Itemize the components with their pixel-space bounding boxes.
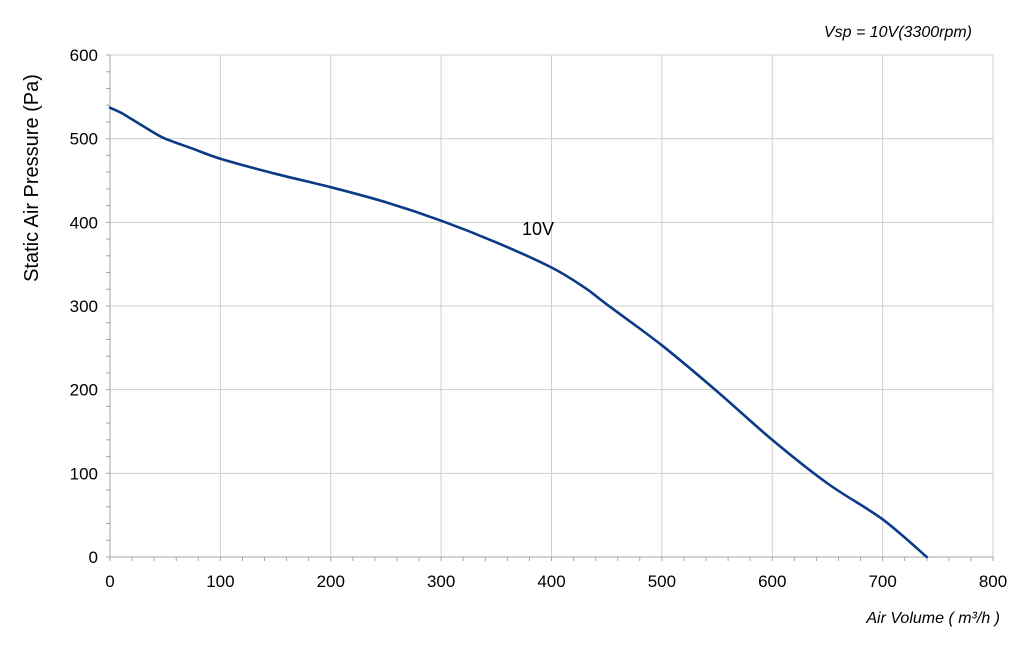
y-tick-label-1: 100 (70, 464, 98, 483)
y-tick-label-6: 600 (70, 46, 98, 65)
series-label-10v: 10V (522, 219, 554, 239)
y-tick-label-2: 200 (70, 381, 98, 400)
x-tick-labels: 0 100 200 300 400 500 600 700 800 (105, 572, 1007, 591)
x-tick-label-2: 200 (317, 572, 345, 591)
y-axis-label: Static Air Pressure (Pa) (21, 74, 43, 282)
y-tick-label-0: 0 (89, 548, 98, 567)
chart-annotation: Vsp = 10V(3300rpm) (824, 24, 972, 41)
x-axis-label: Air Volume ( m³/h ) (865, 610, 1000, 627)
x-tick-label-8: 800 (979, 572, 1007, 591)
x-tick-label-6: 600 (758, 572, 786, 591)
series-group (108, 106, 929, 559)
x-tick-label-7: 700 (868, 572, 896, 591)
y-tick-label-3: 300 (70, 297, 98, 316)
x-tick-label-5: 500 (648, 572, 676, 591)
x-tick-label-4: 400 (537, 572, 565, 591)
x-tick-label-1: 100 (206, 572, 234, 591)
y-tick-labels: 0 100 200 300 400 500 600 (70, 46, 98, 567)
x-tick-label-0: 0 (105, 572, 114, 591)
y-tick-label-5: 500 (70, 130, 98, 149)
x-tick-label-3: 300 (427, 572, 455, 591)
grid (110, 54, 994, 557)
y-tick-label-4: 400 (70, 213, 98, 232)
series-line-0 (108, 106, 929, 559)
minor-ticks (106, 54, 994, 561)
